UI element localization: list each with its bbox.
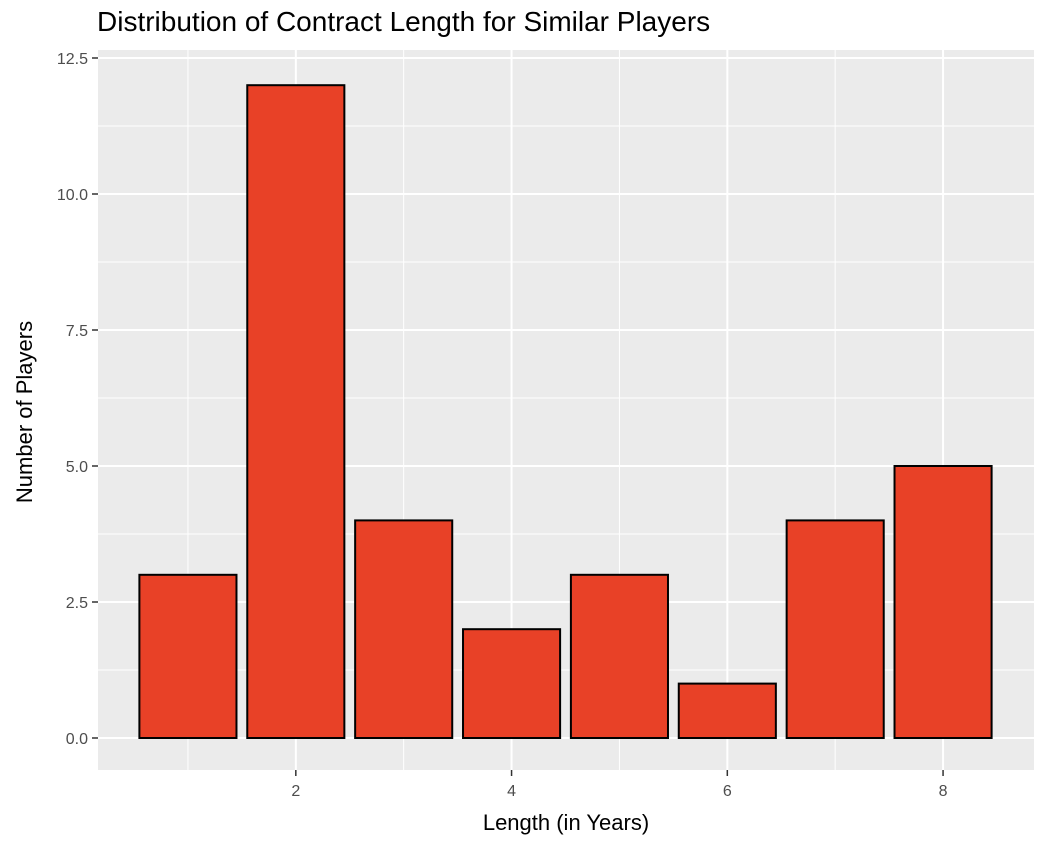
x-tick-label: 6 — [723, 783, 732, 800]
bar-year-7 — [785, 519, 885, 740]
y-tick-label: 2.5 — [66, 595, 88, 612]
bar-year-4 — [462, 628, 562, 740]
bar-year-6 — [677, 682, 777, 739]
x-axis-title: Length (in Years) — [483, 810, 649, 835]
y-axis: 0.0 2.5 5.0 7.5 10.0 12.5 — [57, 51, 98, 748]
x-axis: 2 4 6 8 — [291, 770, 948, 800]
bar-year-3 — [354, 519, 454, 740]
y-tick-label: 7.5 — [66, 323, 88, 340]
bar-series — [138, 84, 993, 740]
bar-year-1 — [138, 573, 238, 739]
x-tick-label: 2 — [291, 783, 300, 800]
y-tick-label: 10.0 — [57, 187, 88, 204]
y-tick-label: 5.0 — [66, 459, 88, 476]
y-tick-label: 0.0 — [66, 731, 88, 748]
bar-year-5 — [569, 573, 669, 739]
x-tick-label: 8 — [939, 783, 948, 800]
y-axis-title: Number of Players — [12, 321, 37, 503]
bar-year-2 — [246, 84, 346, 739]
y-tick-label: 12.5 — [57, 51, 88, 68]
x-tick-label: 4 — [507, 783, 516, 800]
bar-year-8 — [893, 465, 993, 739]
chart-title: Distribution of Contract Length for Simi… — [97, 6, 710, 37]
